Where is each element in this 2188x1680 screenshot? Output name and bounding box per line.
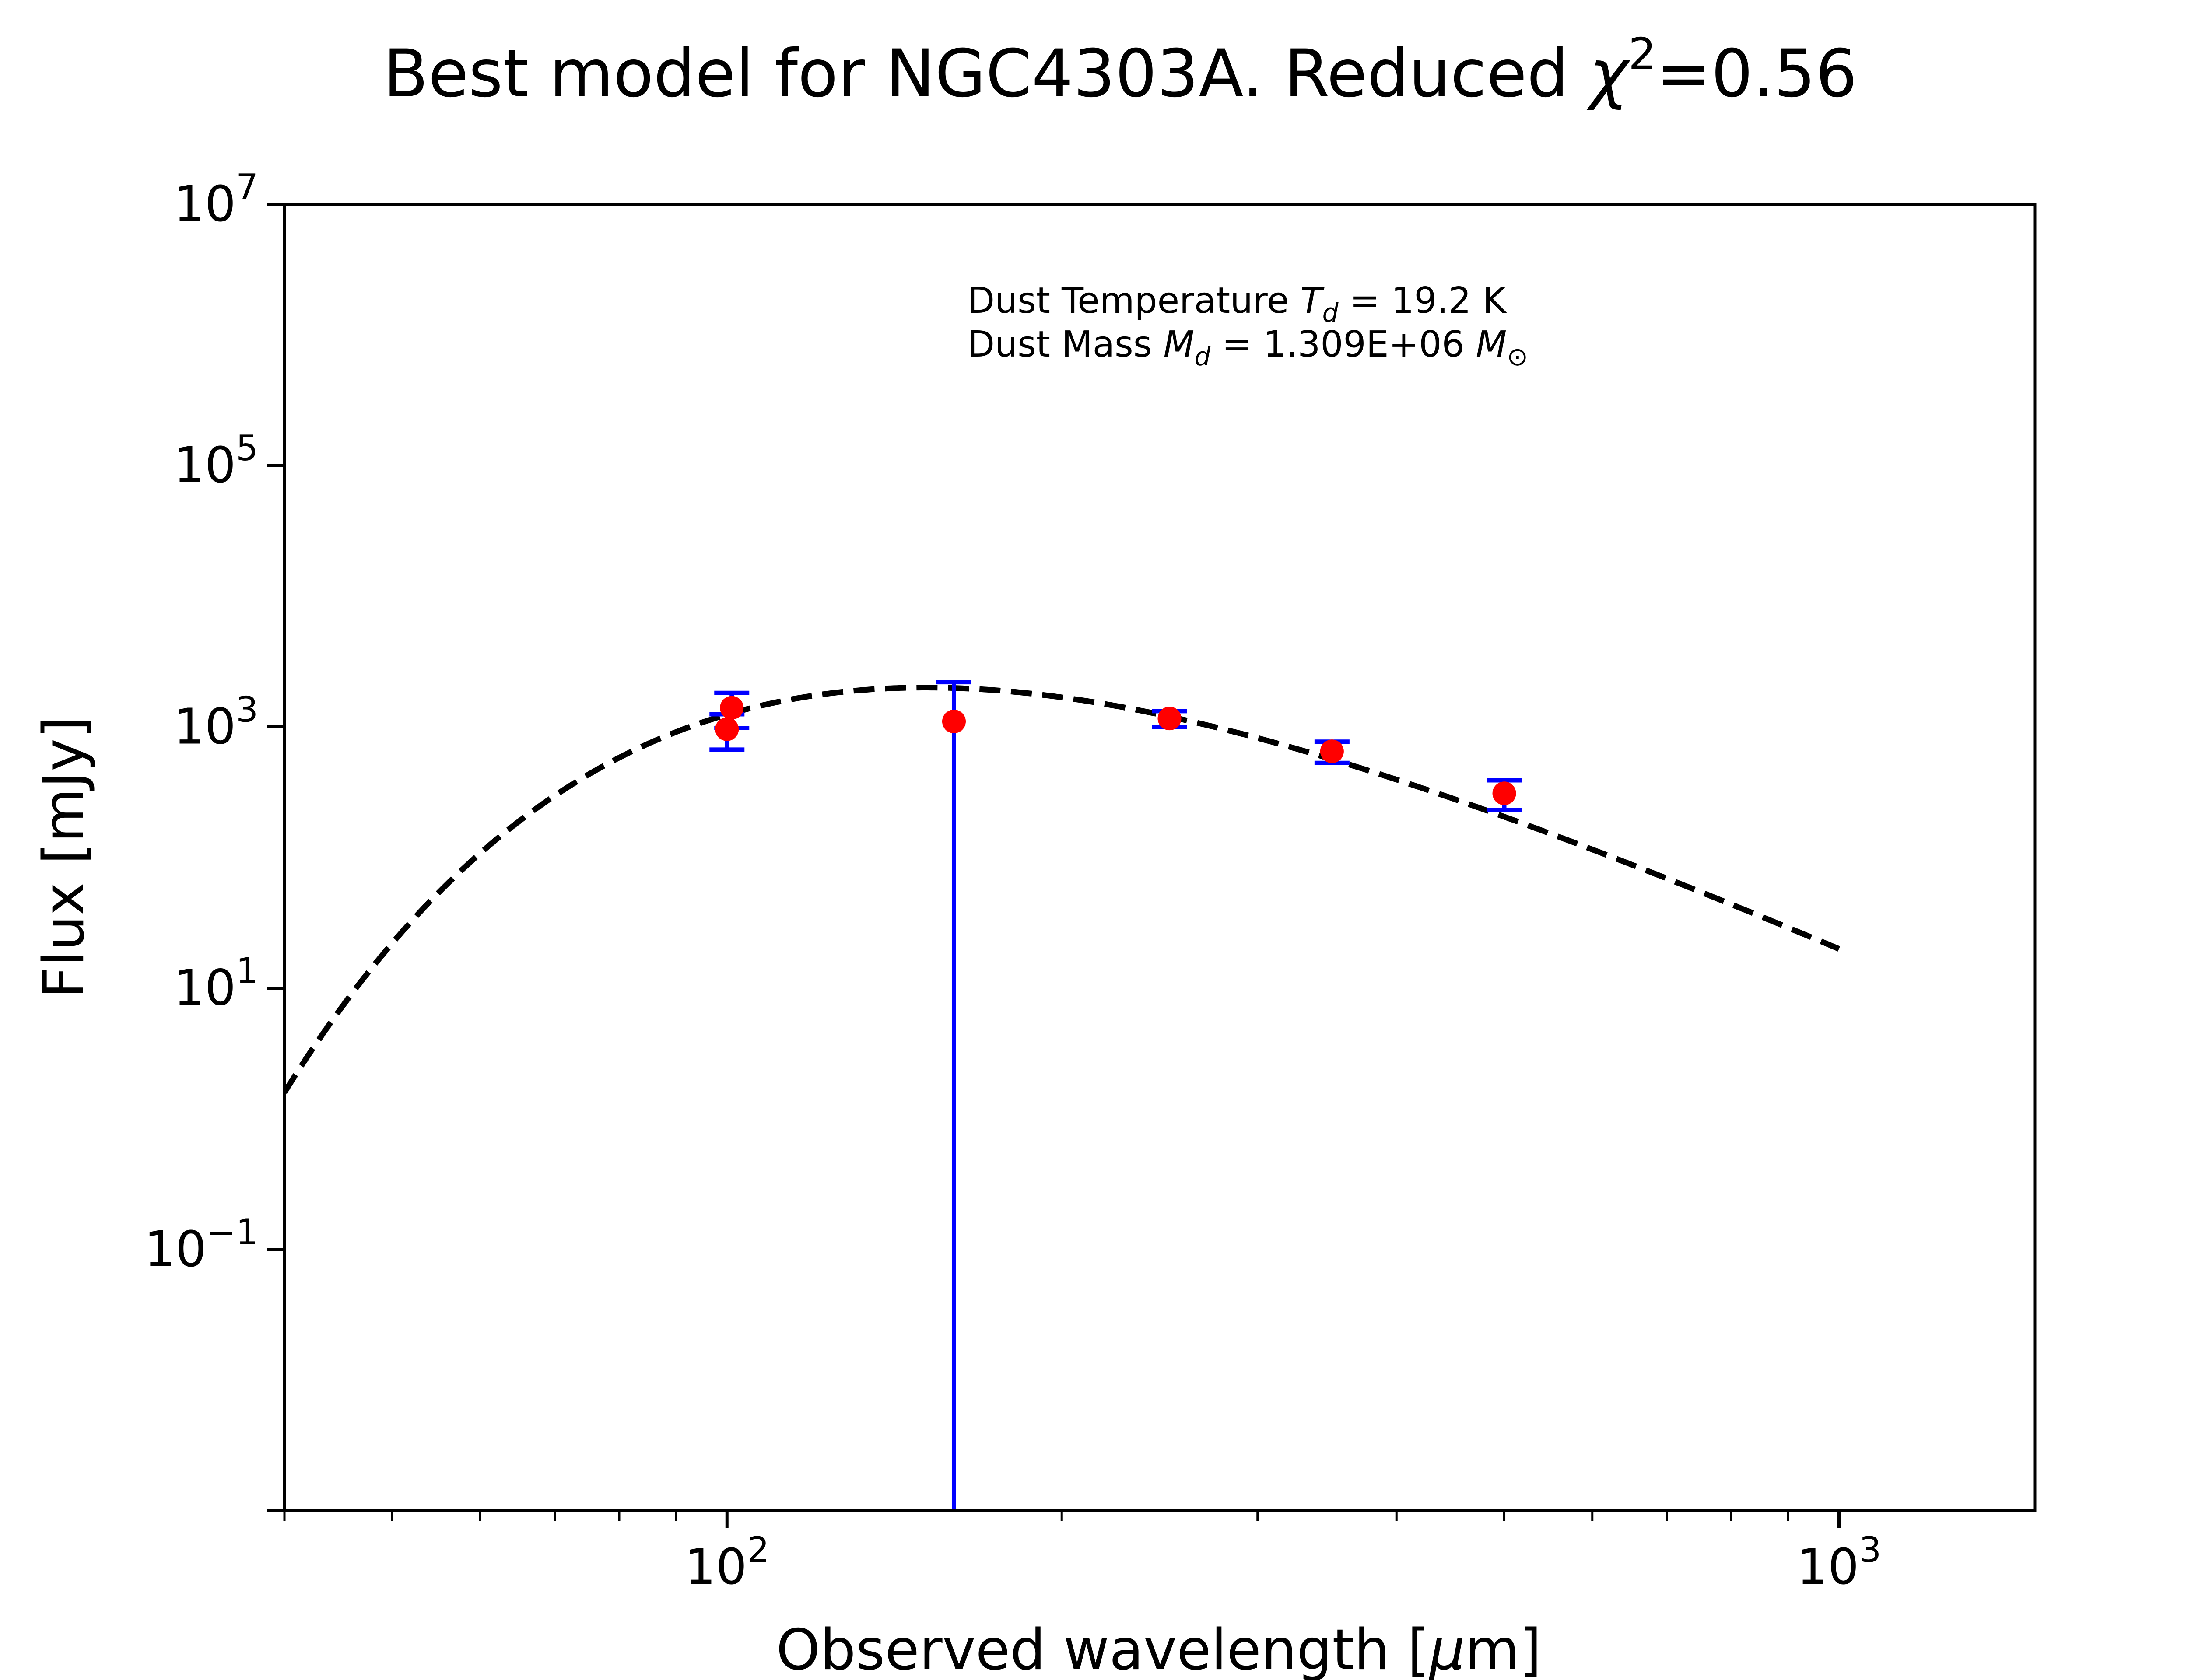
data-point bbox=[1492, 781, 1516, 805]
y-tick-label: 103 bbox=[174, 689, 258, 755]
y-axis-label: Flux [mJy] bbox=[32, 717, 97, 999]
plot-area: 102 103 10−1 101 103 105 107 bbox=[144, 167, 2037, 1596]
data-point bbox=[1157, 707, 1182, 731]
x-axis-label: Observed wavelength [μm] bbox=[776, 1617, 1542, 1680]
annotation-temperature: Dust Temperature Td = 19.2 K bbox=[967, 280, 1507, 328]
x-tick-label: 102 bbox=[685, 1530, 769, 1596]
model-curve bbox=[284, 685, 1841, 1094]
data-point bbox=[1320, 739, 1344, 763]
data-point bbox=[942, 710, 966, 734]
y-tick-label: 10−1 bbox=[144, 1212, 258, 1278]
plot-frame bbox=[283, 203, 2037, 1512]
data-point bbox=[720, 696, 744, 720]
chart-title: Best model for NGC4303A. Reduced χ2=0.56 bbox=[383, 28, 1858, 112]
data-point bbox=[715, 717, 739, 741]
annotation-dust-mass: Dust Mass Md = 1.309E+06 M⊙ bbox=[967, 324, 1528, 371]
y-tick-label: 105 bbox=[174, 428, 258, 494]
y-tick-label: 101 bbox=[174, 951, 258, 1017]
x-tick-label: 103 bbox=[1797, 1530, 1881, 1596]
y-tick-label: 107 bbox=[174, 167, 258, 233]
